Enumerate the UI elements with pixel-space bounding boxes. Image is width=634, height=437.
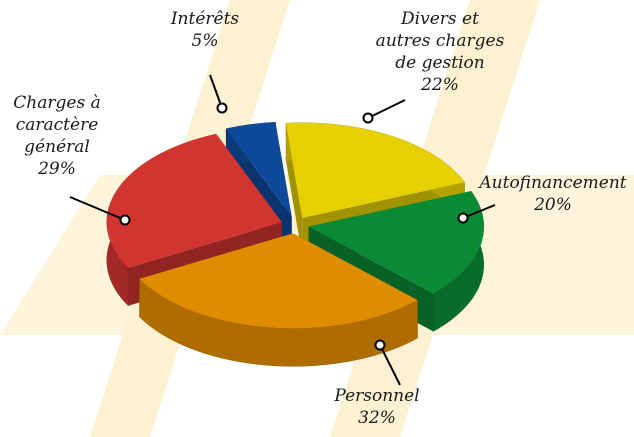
value-label: 22% [421,75,459,95]
category-label: Personnel [334,386,420,406]
slice-top [226,122,292,217]
leaders [69,74,496,386]
slice-label: Charges à caractère général 29% [13,92,100,180]
category-label: Intérêts [170,9,240,29]
value-label: 29% [38,159,76,179]
value-label: 20% [534,195,572,215]
slice-top [139,233,418,329]
slice-top [106,134,282,268]
value-label: 32% [358,408,396,428]
slice-top [308,191,484,294]
value-label: 5% [191,31,219,51]
slice-wall [139,278,418,367]
category-label: Charges à caractère général [13,93,101,157]
category-label: Autofinancement [479,173,627,193]
slice-top [286,122,465,218]
category-label: Divers et autres charges de gestion [375,9,505,73]
slice-label: Autofinancement 20% [479,172,626,216]
slice-label: Divers et autres charges de gestion 22% [376,8,505,96]
slice-label: Intérêts 5% [171,8,239,52]
slice-label: Personnel 32% [334,385,419,429]
slice [139,233,418,367]
pie [106,121,484,367]
